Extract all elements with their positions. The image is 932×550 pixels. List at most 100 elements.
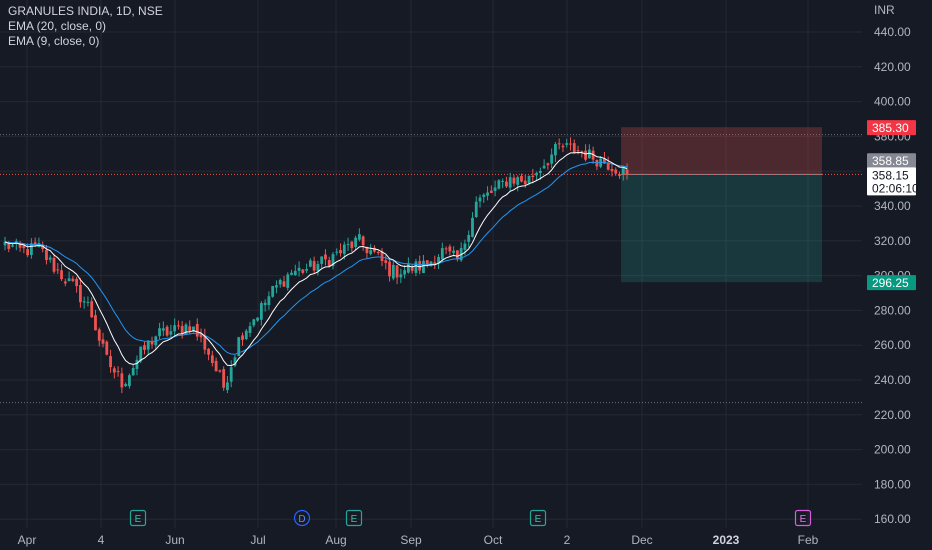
x-tick-label: Dec — [631, 533, 652, 547]
y-tick-label: 320.00 — [874, 234, 911, 248]
candle — [293, 264, 297, 276]
stop-loss-price-badge-text: 385.30 — [872, 121, 909, 135]
candle — [305, 263, 308, 274]
candle-body — [97, 329, 101, 341]
y-tick-label: 160.00 — [874, 512, 911, 526]
candle — [365, 246, 369, 259]
candle — [101, 332, 105, 348]
candle-body — [203, 335, 207, 350]
candle-body — [67, 278, 71, 282]
dividend-marker: D — [293, 509, 311, 527]
candle — [248, 322, 252, 337]
candle — [109, 349, 112, 373]
candle — [150, 336, 154, 349]
candle — [452, 246, 456, 257]
candle-body — [165, 326, 169, 336]
y-tick-label: 420.00 — [874, 60, 911, 74]
candle-body — [56, 269, 60, 271]
candle — [177, 320, 180, 330]
candle — [244, 328, 248, 341]
candle — [241, 332, 244, 346]
candle-body — [471, 217, 474, 237]
candle-body — [625, 169, 629, 175]
candle — [45, 244, 48, 265]
candle-body — [452, 250, 456, 254]
candle — [471, 212, 474, 238]
candle-body — [48, 257, 52, 260]
candle-body — [606, 162, 610, 170]
candle — [467, 230, 471, 248]
candle — [335, 248, 339, 256]
y-tick-label: 260.00 — [874, 338, 911, 352]
candle-body — [535, 172, 538, 176]
candle-body — [82, 301, 86, 303]
candle — [282, 275, 286, 287]
candle-body — [26, 249, 30, 256]
candle — [410, 263, 414, 274]
candle-body — [101, 339, 105, 344]
candle-body — [143, 345, 146, 350]
price-axis: INR440.00420.00400.00380.00360.00340.003… — [867, 3, 919, 526]
candle-body — [621, 168, 625, 175]
candle-body — [222, 369, 226, 388]
indicator-ema-20[interactable]: EMA (20, close, 0) — [8, 19, 107, 33]
symbol-title[interactable]: GRANULES INDIA, 1D, NSE — [8, 4, 163, 18]
candle — [324, 249, 327, 266]
candle — [146, 339, 150, 356]
candle-body — [116, 371, 120, 373]
candle-body — [557, 143, 561, 145]
candle — [256, 317, 259, 322]
candle-body — [275, 285, 278, 288]
candle-body — [244, 330, 248, 340]
earnings-marker-box — [529, 509, 547, 527]
candle-body — [576, 150, 580, 152]
candle — [82, 296, 86, 309]
candle — [625, 163, 629, 180]
candle — [444, 246, 448, 255]
candle — [557, 138, 561, 150]
candle-body — [286, 274, 290, 288]
candle-body — [271, 285, 275, 297]
candle-body — [482, 194, 486, 197]
candle-body — [161, 328, 165, 331]
candle — [538, 167, 542, 180]
event-marker-letter: E — [135, 514, 142, 525]
earnings-marker: E — [794, 509, 812, 527]
candle-body — [105, 341, 109, 355]
candle — [79, 278, 82, 308]
candle-body — [523, 180, 527, 185]
candle-body — [305, 269, 308, 271]
candle-body — [7, 242, 11, 249]
candle-body — [229, 367, 233, 382]
candle-body — [365, 246, 369, 253]
candle-body — [467, 235, 471, 242]
candle-body — [380, 251, 384, 261]
candle — [550, 148, 554, 169]
candle — [580, 150, 584, 158]
candle — [505, 176, 508, 188]
candle-body — [384, 260, 388, 263]
candle-body — [508, 177, 512, 188]
candle — [48, 255, 52, 263]
candle — [90, 297, 94, 318]
candle-body — [278, 279, 282, 285]
candle — [339, 243, 342, 257]
indicator-ema-9[interactable]: EMA (9, close, 0) — [8, 34, 100, 48]
candle — [591, 146, 595, 164]
candle-body — [45, 249, 48, 261]
target-zone — [621, 174, 822, 283]
candle — [218, 369, 222, 373]
candle-body — [173, 325, 177, 332]
candle — [222, 366, 226, 391]
candle-body — [301, 269, 305, 273]
candle — [275, 280, 278, 294]
candle-body — [403, 270, 407, 275]
candle — [331, 251, 335, 270]
candle-body — [376, 252, 380, 254]
candle-body — [252, 319, 256, 326]
candle — [267, 291, 271, 310]
candle — [173, 318, 177, 337]
candle-body — [282, 281, 286, 287]
